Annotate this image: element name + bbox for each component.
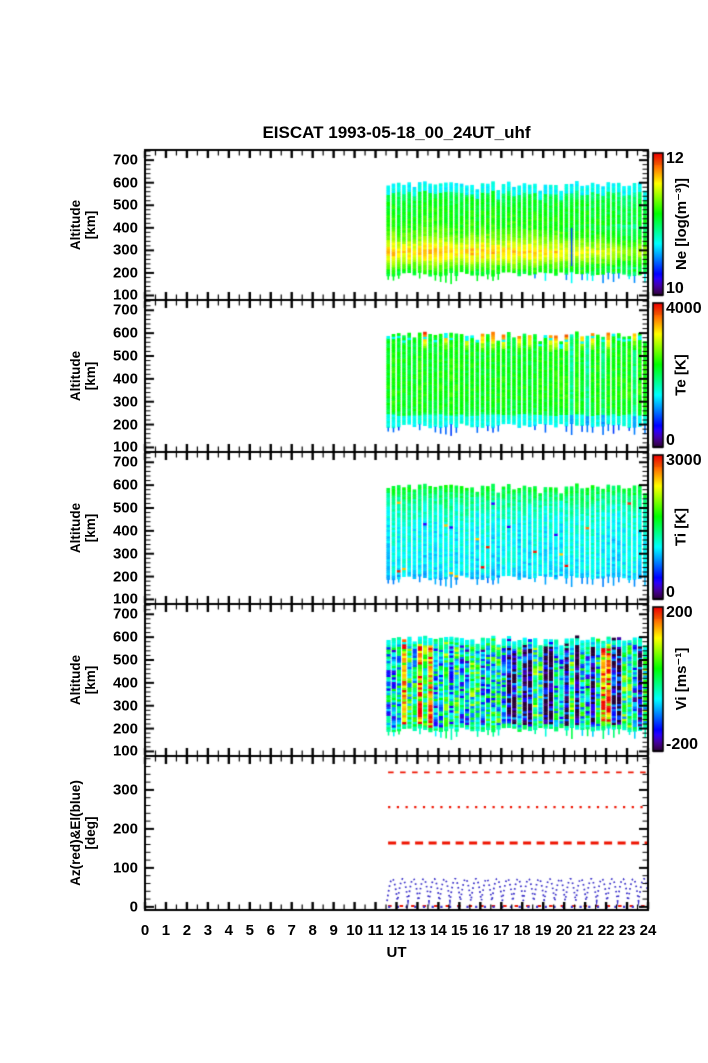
x-tick-label: 4 bbox=[224, 922, 233, 939]
y-tick-label: 300 bbox=[112, 781, 138, 799]
x-tick-label: 20 bbox=[555, 922, 573, 939]
colorbar-min-label: 0 bbox=[666, 432, 675, 449]
x-tick-label: 9 bbox=[329, 922, 338, 939]
y-tick-label: 400 bbox=[112, 370, 138, 388]
x-tick-label: 21 bbox=[576, 922, 594, 939]
x-tick-label: 11 bbox=[367, 922, 384, 939]
y-axis-title-azel: Az(red)&El(blue) [deg] bbox=[68, 780, 98, 886]
colorbar-min-label: 0 bbox=[666, 584, 675, 601]
y-axis-title-vi: Altitude [km] bbox=[68, 655, 98, 705]
y-tick-label: 700 bbox=[112, 453, 138, 471]
x-tick-label: 10 bbox=[346, 922, 363, 939]
x-tick-label: 6 bbox=[266, 922, 275, 939]
y-axis-title-line: Altitude bbox=[68, 502, 83, 554]
x-tick-label: 13 bbox=[409, 922, 426, 939]
y-tick-label: 100 bbox=[112, 859, 138, 877]
y-tick-label: 0 bbox=[129, 898, 138, 916]
colorbar-max-label: 4000 bbox=[666, 300, 702, 317]
y-tick-label: 200 bbox=[112, 720, 138, 738]
y-tick-label: 300 bbox=[112, 697, 138, 715]
y-tick-label: 100 bbox=[112, 590, 138, 608]
y-axis-title-line: [km] bbox=[83, 210, 98, 240]
colorbar-title-vi: Vi [ms⁻¹] bbox=[673, 647, 690, 711]
x-tick-label: 7 bbox=[287, 922, 296, 939]
colorbar-max-label: 3000 bbox=[666, 452, 702, 469]
y-tick-label: 300 bbox=[112, 545, 138, 563]
y-tick-label: 400 bbox=[112, 522, 138, 540]
colorbar-min-label: -200 bbox=[666, 736, 699, 753]
y-tick-label: 500 bbox=[112, 651, 138, 669]
x-tick-label: 16 bbox=[471, 922, 489, 939]
y-tick-label: 200 bbox=[112, 416, 138, 434]
x-tick-label: 15 bbox=[451, 922, 468, 939]
y-tick-label: 700 bbox=[112, 605, 138, 623]
y-tick-label: 100 bbox=[112, 742, 138, 760]
x-tick-label: 24 bbox=[639, 922, 657, 939]
x-tick-label: 0 bbox=[140, 922, 150, 939]
y-tick-label: 200 bbox=[112, 820, 138, 838]
y-tick-label: 600 bbox=[112, 324, 138, 342]
y-tick-label: 600 bbox=[112, 174, 138, 192]
x-tick-label: 5 bbox=[245, 922, 254, 939]
y-tick-label: 700 bbox=[112, 301, 138, 319]
x-tick-label: 8 bbox=[308, 922, 317, 939]
y-tick-label: 500 bbox=[112, 196, 138, 214]
y-axis-title-line: Altitude bbox=[68, 199, 83, 251]
y-tick-label: 200 bbox=[112, 264, 138, 282]
x-tick-label: 2 bbox=[182, 922, 192, 939]
y-tick-label: 300 bbox=[112, 241, 138, 259]
y-tick-label: 200 bbox=[112, 568, 138, 586]
y-tick-label: 600 bbox=[112, 628, 138, 646]
y-tick-label: 300 bbox=[112, 393, 138, 411]
colorbar-title-te: Te [K] bbox=[672, 354, 690, 396]
y-axis-title-line: [deg] bbox=[83, 816, 98, 850]
colorbar-title-ti: Ti [K] bbox=[672, 507, 690, 547]
x-tick-label: 22 bbox=[597, 922, 615, 939]
x-tick-label: 1 bbox=[161, 922, 171, 939]
x-axis-label: UT bbox=[386, 944, 407, 961]
y-tick-label: 700 bbox=[112, 151, 138, 169]
y-axis-title-line: [km] bbox=[83, 665, 98, 695]
y-axis-title-line: Altitude bbox=[68, 654, 83, 706]
x-tick-label: 18 bbox=[513, 922, 531, 939]
y-tick-label: 600 bbox=[112, 476, 138, 494]
y-tick-label: 400 bbox=[112, 674, 138, 692]
y-axis-title-line: Az(red)&El(blue) bbox=[68, 780, 83, 886]
y-tick-label: 100 bbox=[112, 286, 138, 304]
y-axis-title-line: [km] bbox=[83, 513, 98, 543]
y-tick-label: 100 bbox=[112, 438, 138, 456]
x-tick-label: 12 bbox=[388, 922, 405, 939]
x-tick-label: 17 bbox=[492, 922, 510, 939]
colorbar-min-label: 10 bbox=[666, 280, 684, 297]
plot-title: EISCAT 1993-05-18_00_24UT_uhf bbox=[262, 123, 531, 142]
x-tick-label: 14 bbox=[430, 922, 447, 939]
colorbar-max-label: 12 bbox=[666, 150, 684, 167]
x-tick-label: 19 bbox=[534, 922, 552, 939]
y-axis-title-te: Altitude [km] bbox=[68, 351, 98, 401]
colorbar-title-ne: Ne [log(m⁻³)] bbox=[673, 177, 690, 271]
y-tick-label: 400 bbox=[112, 219, 138, 237]
y-axis-title-ti: Altitude [km] bbox=[68, 503, 98, 553]
x-tick-label: 3 bbox=[203, 922, 213, 939]
y-axis-title-line: Altitude bbox=[68, 350, 83, 402]
y-tick-label: 500 bbox=[112, 347, 138, 365]
y-tick-label: 500 bbox=[112, 499, 138, 517]
colorbar-max-label: 200 bbox=[666, 604, 693, 621]
y-axis-title-ne: Altitude [km] bbox=[68, 200, 98, 250]
y-axis-title-line: [km] bbox=[83, 361, 98, 391]
x-tick-label: 23 bbox=[618, 922, 636, 939]
